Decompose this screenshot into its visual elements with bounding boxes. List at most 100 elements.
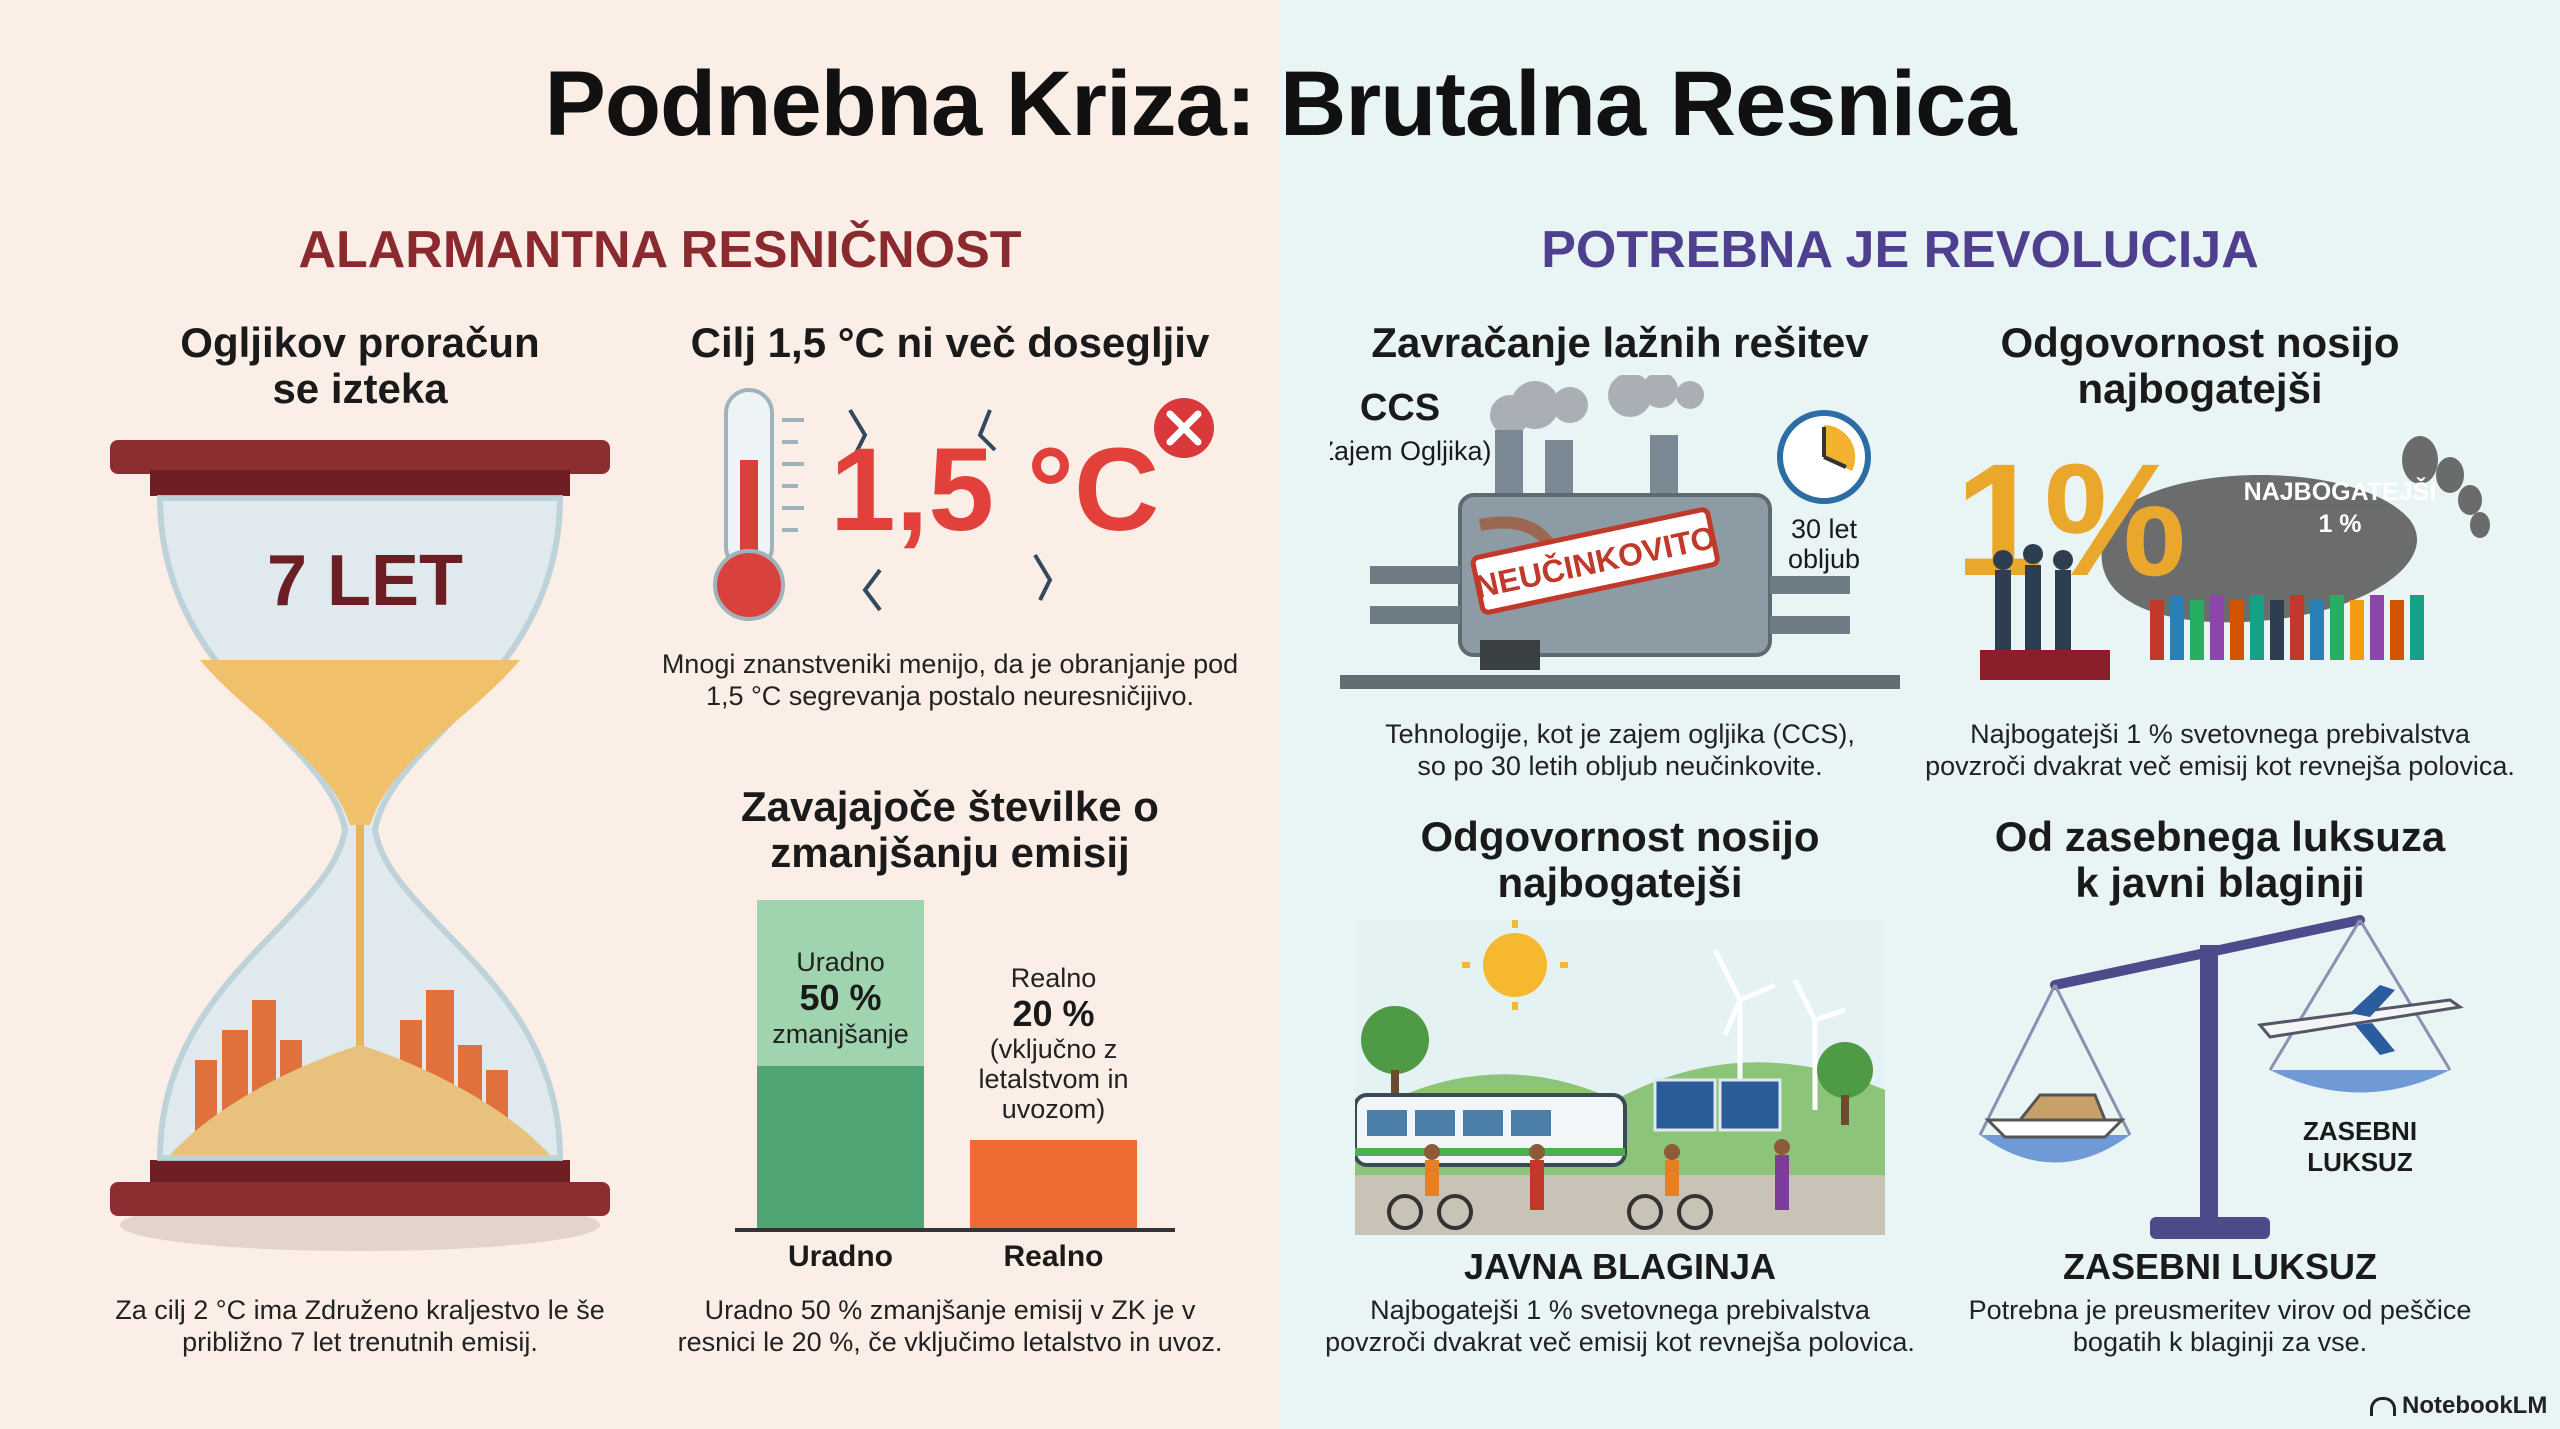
sand-stream xyxy=(356,825,364,1085)
cross-icon xyxy=(1154,398,1214,458)
emissions-title-line2: zmanjšanju emisij xyxy=(770,829,1130,876)
budget-title: Ogljikov proračun se izteka xyxy=(100,320,620,412)
bar-official-label-group: Uradno 50 % zmanjšanje xyxy=(757,946,924,1050)
public-caption-line2: povzroči dvakrat več emisij kot revnejša… xyxy=(1325,1327,1915,1357)
notebooklm-logo-icon xyxy=(2370,1397,2396,1417)
bar-official xyxy=(757,1066,924,1228)
public-welfare-illustration xyxy=(1355,920,1885,1235)
ccs-caption-line2: so po 30 letih obljub neučinkovite. xyxy=(1417,751,1823,781)
budget-caption: Za cilj 2 °C ima Združeno kraljestvo le … xyxy=(80,1294,640,1358)
luxury-label: ZASEBNI LUKSUZ xyxy=(2063,1246,2377,1287)
bar-real-sub2: letalstvom in xyxy=(978,1064,1129,1094)
bar-real-label: Realno xyxy=(1010,963,1097,993)
hourglass-top-cap xyxy=(110,440,610,474)
hourglass-bottom-sand xyxy=(170,1045,550,1155)
yacht-icon xyxy=(1984,1093,2126,1139)
people-icon xyxy=(1424,1139,1790,1210)
emissions-caption-line2: resnici le 20 %, če vključimo letalstvo … xyxy=(677,1327,1223,1357)
public-caption-line1: Najbogatejši 1 % svetovnega prebivalstva xyxy=(1370,1295,1870,1325)
public-title: Odgovornost nosijo najbogatejši xyxy=(1320,814,1920,906)
target-title: Cilj 1,5 °C ni več dosegljiv xyxy=(690,319,1210,366)
hourglass-top-sand xyxy=(200,660,520,825)
luxury-caption-line2: bogatih k blaginji za vse. xyxy=(2072,1327,2368,1357)
cyclist-icon xyxy=(1387,1194,1713,1230)
target-caption-line2: 1,5 °C segrevanja postalo neuresničijivo… xyxy=(705,681,1195,711)
temperature-illustration: 1,5 °C xyxy=(713,388,1214,621)
bar-real-label-group: Realno 20 % (vključno z letalstvom in uv… xyxy=(950,962,1157,1124)
bar-real-value: 20 % xyxy=(1012,993,1095,1034)
airplane-icon xyxy=(2257,985,2464,1055)
bar-real-sub1: (vključno z xyxy=(989,1034,1118,1064)
bar-real xyxy=(970,1140,1137,1228)
crack-lines xyxy=(848,408,1053,612)
scale-post xyxy=(2200,945,2218,1220)
footprint-label-line1: NAJBOGATEJŠI xyxy=(2244,476,2437,506)
ccs-title: Zavračanje lažnih rešitev xyxy=(1371,319,1869,366)
emissions-title-line1: Zavajajoče številke o xyxy=(741,783,1159,830)
bar-real-sub3: uvozom) xyxy=(1001,1094,1106,1124)
luxury-caption-line1: Potrebna je preusmeritev virov od peščic… xyxy=(1968,1295,2472,1325)
sun-icon xyxy=(1462,920,1568,1010)
luxury-title-line1: Od zasebnega luksuza xyxy=(1994,813,2446,860)
scale-pan-right xyxy=(2270,1070,2450,1093)
hourglass-bottom-cap xyxy=(110,1182,610,1216)
luxury-title-line2: k javni blaginji xyxy=(2075,859,2365,906)
richest-title-line1: Odgovornost nosijo xyxy=(2000,319,2400,366)
budget-title-line1: Ogljikov proračun xyxy=(180,319,540,366)
bar-axis-line xyxy=(735,1228,1175,1232)
footprint-label-line2: 1 % xyxy=(2318,510,2361,538)
bar-axis-label-real: Realno xyxy=(1003,1240,1104,1273)
scale-strings xyxy=(1978,919,2452,1136)
public-title-line2: najbogatejši xyxy=(1497,859,1743,906)
brand-text: NotebookLM xyxy=(2402,1392,2548,1419)
richest-caption: Najbogatejši 1 % svetovnega prebivalstva… xyxy=(1910,718,2530,782)
ccs-label: CCS xyxy=(1360,387,1440,429)
section-heading-right: POTREBNA JE REVOLUCIJA xyxy=(1541,221,2259,279)
thermometer-icon xyxy=(713,388,804,621)
section-heading-left: ALARMANTNA RESNIČNOST xyxy=(298,221,1022,279)
budget-title-line2: se izteka xyxy=(272,365,448,412)
budget-caption-line1: Za cilj 2 °C ima Združeno kraljestvo le … xyxy=(115,1295,605,1325)
brand-badge: NotebookLM xyxy=(2370,1392,2550,1422)
richest-caption-line2: povzroči dvakrat več emisij kot revnejša… xyxy=(1925,751,2515,781)
bar-axis-label-official: Uradno xyxy=(788,1240,893,1273)
budget-caption-line2: približno 7 let trenutnih emisij. xyxy=(182,1327,538,1357)
public-label: JAVNA BLAGINJA xyxy=(1463,1246,1777,1287)
hourglass-label: 7 LET xyxy=(267,541,463,621)
emissions-caption-line1: Uradno 50 % zmanjšanje emisij v ZK je v xyxy=(704,1295,1196,1325)
hourglass-illustration: 7 LET xyxy=(110,440,610,1251)
richest-illustration: NAJBOGATEJŠI 1 % 1% xyxy=(1955,430,2490,680)
ccs-caption: Tehnologije, kot je zajem ogljika (CCS),… xyxy=(1320,718,1920,782)
solar-panel-icon xyxy=(1653,1078,1782,1132)
public-caption: Najbogatejši 1 % svetovnega prebivalstva… xyxy=(1310,1294,1930,1358)
emissions-caption: Uradno 50 % zmanjšanje emisij v ZK je v … xyxy=(650,1294,1250,1358)
train-icon xyxy=(1355,1093,1627,1167)
clock-icon xyxy=(1777,410,1871,504)
target-caption: Mnogi znanstveniki menijo, da je obranja… xyxy=(650,648,1250,712)
footprint-icon xyxy=(2101,436,2490,623)
richest-title-line2: najbogatejši xyxy=(2077,365,2323,412)
scale-pan-left xyxy=(1980,1135,2130,1163)
clock-label-line2: obljub xyxy=(1788,544,1860,574)
public-title-line1: Odgovornost nosijo xyxy=(1420,813,1820,860)
hourglass-top-rim xyxy=(150,470,570,496)
richest-title: Odgovornost nosijo najbogatejši xyxy=(1920,320,2480,412)
hourglass-bottom-rim xyxy=(150,1160,570,1186)
scale-illustration: ZASEBNI LUKSUZ xyxy=(1978,915,2464,1239)
trees-icon xyxy=(1361,1006,1873,1125)
crowd-icon xyxy=(2150,595,2424,660)
rich-people-icon xyxy=(1993,544,2073,650)
pan-label-line2: LUKSUZ xyxy=(2307,1147,2413,1177)
red-carpet-podium xyxy=(1980,650,2110,680)
bar-official-upper xyxy=(757,900,924,1066)
bar-official-sub: zmanjšanje xyxy=(772,1019,909,1049)
luxury-title: Od zasebnega luksuza k javni blaginji xyxy=(1920,814,2520,906)
clock-label-line1: 30 let xyxy=(1791,514,1858,544)
big-temperature: 1,5 °C xyxy=(830,424,1159,556)
ccs-label-sub: (Zajem Ogljika) xyxy=(1330,436,1492,466)
scale-base xyxy=(2150,1217,2270,1239)
pan-label-line1: ZASEBNI xyxy=(2303,1116,2417,1146)
luxury-caption: Potrebna je preusmeritev virov od peščic… xyxy=(1910,1294,2530,1358)
emissions-title: Zavajajoče številke o zmanjšanju emisij xyxy=(660,784,1240,876)
ccs-illustration: CCS (Zajem Ogljika) NEUČINKOVITO 30 let … xyxy=(1330,375,1900,689)
